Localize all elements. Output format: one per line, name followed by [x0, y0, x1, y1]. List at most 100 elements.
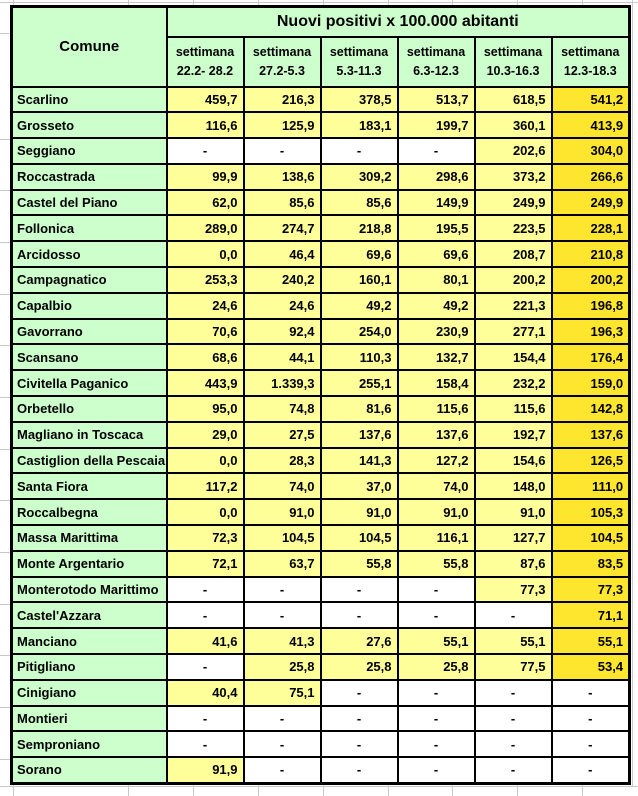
value-cell: 70,6	[165, 317, 245, 346]
week-header: settimana 6.3-12.3	[396, 35, 476, 88]
comune-cell: Manciano	[10, 627, 168, 656]
value-cell: 200,2	[550, 266, 631, 294]
value-cell: 25,8	[319, 653, 399, 681]
value-cell: 125,9	[242, 111, 322, 140]
comune-cell: Roccastrada	[10, 162, 168, 191]
table-row: Sorano 91,9- - - - -	[10, 756, 631, 785]
value-cell: 25,8	[242, 653, 322, 681]
value-cell: 55,8	[396, 549, 476, 578]
value-cell: 176,4	[550, 343, 631, 372]
value-cell: 160,1	[319, 266, 399, 294]
gridline	[13, 782, 14, 796]
table-row: Pitigliano -25,8 25,8 25,8 77,5 53,4	[10, 653, 631, 681]
value-cell: 28,3	[242, 446, 322, 475]
gridline	[193, 0, 194, 5]
value-cell: 126,5	[550, 446, 631, 475]
gridline	[13, 0, 14, 5]
empty-cell: -	[396, 575, 476, 604]
value-cell: 159,0	[550, 369, 631, 398]
empty-cell: -	[550, 730, 631, 759]
week-header-label: settimana	[329, 45, 389, 60]
value-cell: 298,6	[396, 162, 476, 191]
value-cell: 69,6	[319, 240, 399, 269]
value-cell: 216,3	[242, 85, 322, 114]
gridline	[0, 786, 638, 787]
value-cell: 105,3	[550, 498, 631, 527]
gridline	[452, 782, 453, 796]
gridline	[517, 0, 518, 5]
empty-cell: -	[473, 730, 553, 759]
value-cell: 72,3	[165, 524, 245, 552]
gridline	[0, 139, 10, 140]
gridline	[0, 2, 638, 3]
value-cell: 148,0	[473, 472, 553, 501]
value-cell: 104,5	[550, 524, 631, 552]
week-header-label: settimana	[252, 45, 312, 60]
gridline	[193, 782, 194, 796]
value-cell: 115,6	[473, 395, 553, 423]
value-cell: 27,6	[319, 627, 399, 656]
empty-cell: -	[396, 137, 476, 165]
comune-cell: Monte Argentario	[10, 549, 168, 578]
value-cell: 266,6	[550, 162, 631, 191]
comune-cell: Castel del Piano	[10, 188, 168, 217]
table-row: Castiglion della Pescaia 0,0 28,3 141,3 127,…	[10, 446, 631, 475]
empty-cell: -	[473, 704, 553, 733]
value-cell: 196,8	[550, 291, 631, 320]
comune-cell: Scansano	[10, 343, 168, 372]
value-cell: 255,1	[319, 369, 399, 398]
value-cell: 83,5	[550, 549, 631, 578]
value-cell: 115,6	[396, 395, 476, 423]
table-row: Monte Argentario 72,1 63,7 55,8 55,8 87,6 83,5	[10, 549, 631, 578]
value-cell: 137,6	[396, 420, 476, 449]
comune-cell: Seggiano	[10, 137, 168, 165]
value-cell: 378,5	[319, 85, 399, 114]
value-cell: 240,2	[242, 266, 322, 294]
value-cell: 69,6	[396, 240, 476, 269]
value-cell: 249,9	[550, 188, 631, 217]
week-header-dates: 12.3-18.3	[563, 63, 617, 78]
value-cell: 360,1	[473, 111, 553, 140]
table-row: Orbetello 95,0 74,8 81,6 115,6 115,6 142,8	[10, 395, 631, 423]
value-cell: 137,6	[319, 420, 399, 449]
value-cell: 85,6	[242, 188, 322, 217]
value-cell: 132,7	[396, 343, 476, 372]
value-cell: 541,2	[550, 85, 631, 114]
week-header: settimana 12.3-18.3	[550, 35, 631, 88]
gridline	[388, 0, 389, 5]
value-cell: 77,3	[550, 575, 631, 604]
value-cell: 95,0	[165, 395, 245, 423]
empty-cell: -	[242, 575, 322, 604]
value-cell: 87,6	[473, 549, 553, 578]
gridline	[0, 552, 10, 553]
table-row: Montieri - - - - - -	[10, 704, 631, 733]
value-cell: 99,9	[165, 162, 245, 191]
value-cell: 77,3	[473, 575, 553, 604]
value-cell: 208,7	[473, 240, 553, 269]
week-header: settimana 27.2-5.3	[242, 35, 322, 88]
empty-cell: -	[319, 756, 399, 785]
week-header-label: settimana	[561, 45, 620, 60]
week-header-dates: 6.3-12.3	[413, 63, 459, 78]
week-header: settimana 5.3-11.3	[319, 35, 399, 88]
gridline	[452, 0, 453, 5]
empty-cell: -	[473, 678, 553, 707]
empty-cell: -	[319, 575, 399, 604]
comune-cell: Capalbio	[10, 291, 168, 320]
comune-cell: Montieri	[10, 704, 168, 733]
value-cell: 75,1	[242, 678, 322, 707]
value-cell: 111,0	[550, 472, 631, 501]
week-header: settimana 10.3-16.3	[473, 35, 553, 88]
table-row: Semproniano - - - - - -	[10, 730, 631, 759]
value-cell: 27,5	[242, 420, 322, 449]
value-cell: 74,0	[396, 472, 476, 501]
gridline	[582, 0, 583, 5]
value-cell: 142,8	[550, 395, 631, 423]
weekly-positives-table: Comune Nuovi positivi x 100.000 abitanti…	[10, 5, 632, 785]
comune-cell: Campagnatico	[10, 266, 168, 294]
gridline	[323, 782, 324, 796]
table-row: Roccastrada 99,9 138,6 309,2 298,6 373,2 266,6	[10, 162, 631, 191]
gridline	[323, 0, 324, 5]
value-cell: 309,2	[319, 162, 399, 191]
